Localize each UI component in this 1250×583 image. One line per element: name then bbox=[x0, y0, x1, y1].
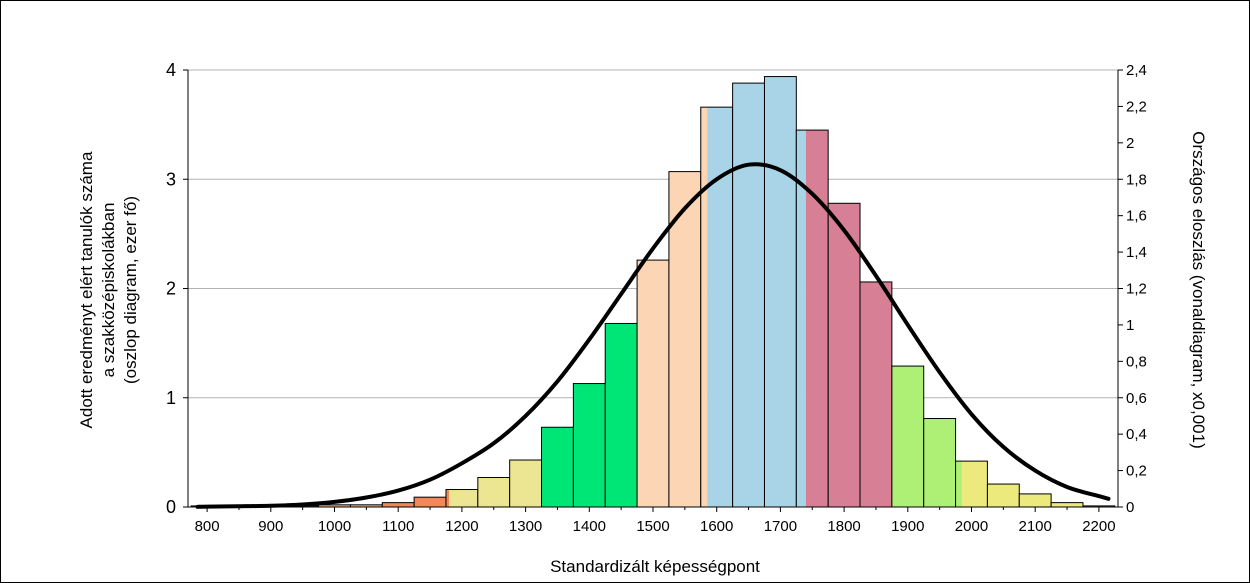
bar-fill bbox=[668, 171, 701, 508]
left-tick-label-4: 4 bbox=[166, 60, 176, 80]
left-tick-label-1: 1 bbox=[166, 388, 176, 408]
right-tick-label-2: 2 bbox=[1126, 135, 1134, 152]
bar-2050 bbox=[986, 483, 1020, 508]
bar-fill-right bbox=[707, 107, 733, 508]
bar-fill bbox=[1051, 502, 1083, 507]
left-tick-label-2: 2 bbox=[166, 279, 176, 299]
bar-fill bbox=[350, 504, 383, 507]
distribution-line bbox=[195, 162, 1111, 509]
bar-1600 bbox=[700, 106, 734, 508]
right-tick-label-0,6: 0,6 bbox=[1126, 390, 1147, 407]
left-tick-label-3: 3 bbox=[166, 169, 176, 189]
x-tick-label-1300: 1300 bbox=[509, 518, 542, 535]
bar-fill bbox=[828, 203, 861, 507]
bar-fill bbox=[414, 497, 446, 507]
bar-1700 bbox=[763, 76, 797, 508]
x-tick-label-800: 800 bbox=[195, 518, 220, 535]
bar-fill-right bbox=[805, 130, 829, 507]
bar-fill bbox=[1082, 505, 1115, 507]
bar-2100 bbox=[1018, 493, 1052, 508]
right-tick-label-2,4: 2,4 bbox=[1126, 62, 1147, 79]
bar-1550 bbox=[668, 171, 702, 508]
bar-1300 bbox=[509, 459, 543, 508]
left-axis-title: Adott eredményt elért tanulók száma a sz… bbox=[77, 151, 140, 428]
right-tick-label-0,2: 0,2 bbox=[1126, 463, 1147, 480]
bar-fill-left bbox=[445, 489, 450, 507]
bar-fill bbox=[764, 76, 797, 508]
bar-1750 bbox=[795, 129, 829, 508]
bar-fill bbox=[509, 460, 542, 507]
bar-1100 bbox=[381, 502, 415, 508]
x-tick-label-1800: 1800 bbox=[827, 518, 860, 535]
bar-1350 bbox=[541, 426, 574, 508]
bar-fill bbox=[987, 484, 1020, 507]
x-tick-label-1000: 1000 bbox=[318, 518, 351, 535]
distribution-line-series bbox=[195, 162, 1111, 509]
bar-fill-right bbox=[449, 489, 478, 507]
left-tick-label-0: 0 bbox=[166, 497, 176, 517]
bar-1500 bbox=[636, 259, 670, 508]
bar-fill-left bbox=[700, 107, 708, 508]
left-axis-title-line-1: Adott eredményt elért tanulók száma bbox=[77, 151, 96, 428]
left-axis-title-line-3: (oszlop diagram, ezer fő) bbox=[121, 196, 140, 384]
bar-fill bbox=[605, 323, 638, 507]
right-tick-label-1: 1 bbox=[1126, 317, 1134, 334]
bar-1200 bbox=[445, 489, 479, 508]
axes bbox=[183, 69, 1123, 512]
bar-fill bbox=[891, 366, 924, 507]
right-tick-label-1,6: 1,6 bbox=[1126, 208, 1147, 225]
bar-fill bbox=[382, 502, 415, 507]
bar-1250 bbox=[477, 477, 511, 508]
bar-fill bbox=[923, 418, 956, 507]
bar-1650 bbox=[732, 82, 765, 508]
x-tick-label-1400: 1400 bbox=[573, 518, 606, 535]
x-tick-label-1200: 1200 bbox=[445, 518, 478, 535]
bar-fill bbox=[477, 477, 510, 507]
bar-1900 bbox=[891, 365, 925, 508]
bar-fill-left bbox=[796, 130, 806, 507]
x-tick-label-1600: 1600 bbox=[700, 518, 733, 535]
x-axis-title: Standardizált képességpont bbox=[550, 557, 760, 576]
bar-1950 bbox=[923, 418, 957, 508]
x-tick-label-1700: 1700 bbox=[764, 518, 797, 535]
tick-labels: 800 900 1000 1100 1200 1300 1400 1500 1600 1700 18… bbox=[166, 60, 1147, 535]
bar-fill bbox=[573, 383, 606, 507]
bar-fill bbox=[541, 427, 574, 507]
x-tick-label-2000: 2000 bbox=[955, 518, 988, 535]
bar-series bbox=[190, 76, 1116, 508]
bar-1150 bbox=[413, 496, 447, 508]
x-tick-label-2200: 2200 bbox=[1082, 518, 1115, 535]
right-tick-label-1,2: 1,2 bbox=[1126, 281, 1147, 298]
x-tick-label-2100: 2100 bbox=[1019, 518, 1052, 535]
x-tick-label-1100: 1100 bbox=[382, 518, 414, 535]
bar-fill bbox=[732, 83, 765, 508]
bar-fill-left bbox=[955, 461, 962, 507]
left-axis-title-line-2: a szakközépiskolákban bbox=[99, 203, 118, 378]
right-tick-label-1,8: 1,8 bbox=[1126, 171, 1147, 188]
bar-2000 bbox=[955, 460, 988, 508]
right-tick-label-0,4: 0,4 bbox=[1126, 426, 1147, 443]
bar-fill bbox=[637, 260, 669, 507]
right-tick-label-1,4: 1,4 bbox=[1126, 244, 1147, 261]
x-tick-label-900: 900 bbox=[258, 518, 283, 535]
bar-fill-right bbox=[961, 461, 988, 507]
bar-fill bbox=[1019, 493, 1052, 507]
bar-1450 bbox=[604, 322, 638, 508]
right-tick-label-0: 0 bbox=[1126, 499, 1134, 516]
right-tick-label-2,2: 2,2 bbox=[1126, 98, 1147, 115]
bar-fill bbox=[318, 504, 351, 507]
right-tick-label-0,8: 0,8 bbox=[1126, 353, 1147, 370]
bar-2150 bbox=[1050, 502, 1084, 508]
x-tick-label-1900: 1900 bbox=[891, 518, 924, 535]
x-tick-label-1500: 1500 bbox=[636, 518, 669, 535]
right-axis-title: Országos eloszlás (vonaldiagram, x0,001) bbox=[1189, 131, 1208, 448]
bar-1850 bbox=[859, 281, 893, 508]
bar-1400 bbox=[572, 383, 606, 508]
bar-fill bbox=[860, 281, 892, 507]
